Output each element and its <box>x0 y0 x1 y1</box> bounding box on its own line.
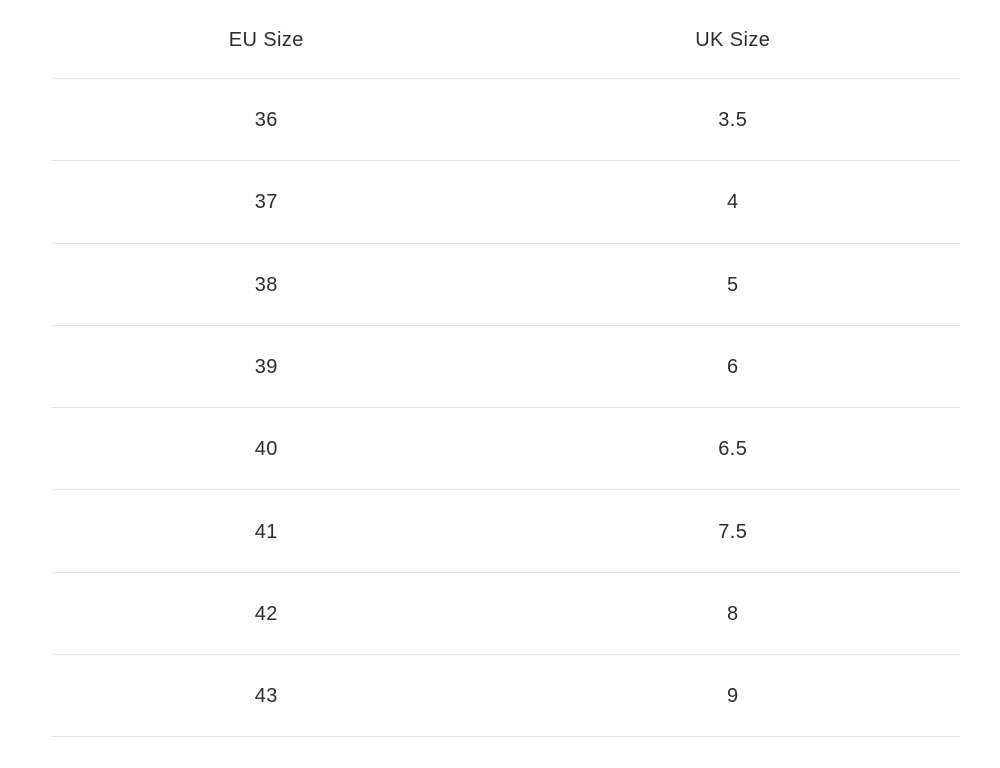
uk-size-cell: 3.5 <box>718 109 748 132</box>
uk-size-cell: 6 <box>726 356 739 379</box>
uk-size-cell: 6.5 <box>718 438 748 461</box>
uk-size-cell: 4 <box>726 191 739 214</box>
table-row: 43 9 <box>33 655 966 738</box>
eu-size-cell: 36 <box>254 109 278 132</box>
eu-size-cell: 43 <box>254 685 278 708</box>
table-row: 40 6.5 <box>33 408 966 491</box>
eu-size-column-header: EU Size <box>228 28 304 51</box>
table-row: 42 8 <box>33 573 966 656</box>
uk-size-cell: 9 <box>726 685 739 708</box>
uk-size-cell: 7.5 <box>718 520 748 543</box>
table-row: 41 7.5 <box>33 490 966 574</box>
table-row: 39 6 <box>33 326 966 409</box>
uk-size-column-header: UK Size <box>695 28 771 51</box>
table-row: 36 3.5 <box>33 79 966 162</box>
eu-size-cell: 38 <box>254 273 278 296</box>
eu-size-cell: 40 <box>254 438 278 461</box>
eu-size-cell: 37 <box>254 191 278 214</box>
eu-size-cell: 42 <box>254 602 278 625</box>
uk-size-cell: 8 <box>726 602 739 625</box>
table-row: 37 4 <box>33 161 966 244</box>
uk-size-cell: 5 <box>726 273 739 296</box>
eu-size-cell: 41 <box>254 520 278 543</box>
table-row: 38 5 <box>33 244 966 327</box>
size-conversion-table: EU Size UK Size 36 3.5 37 4 38 5 39 6 40… <box>33 0 966 738</box>
eu-size-cell: 39 <box>254 356 278 379</box>
table-header-row: EU Size UK Size <box>33 0 966 79</box>
